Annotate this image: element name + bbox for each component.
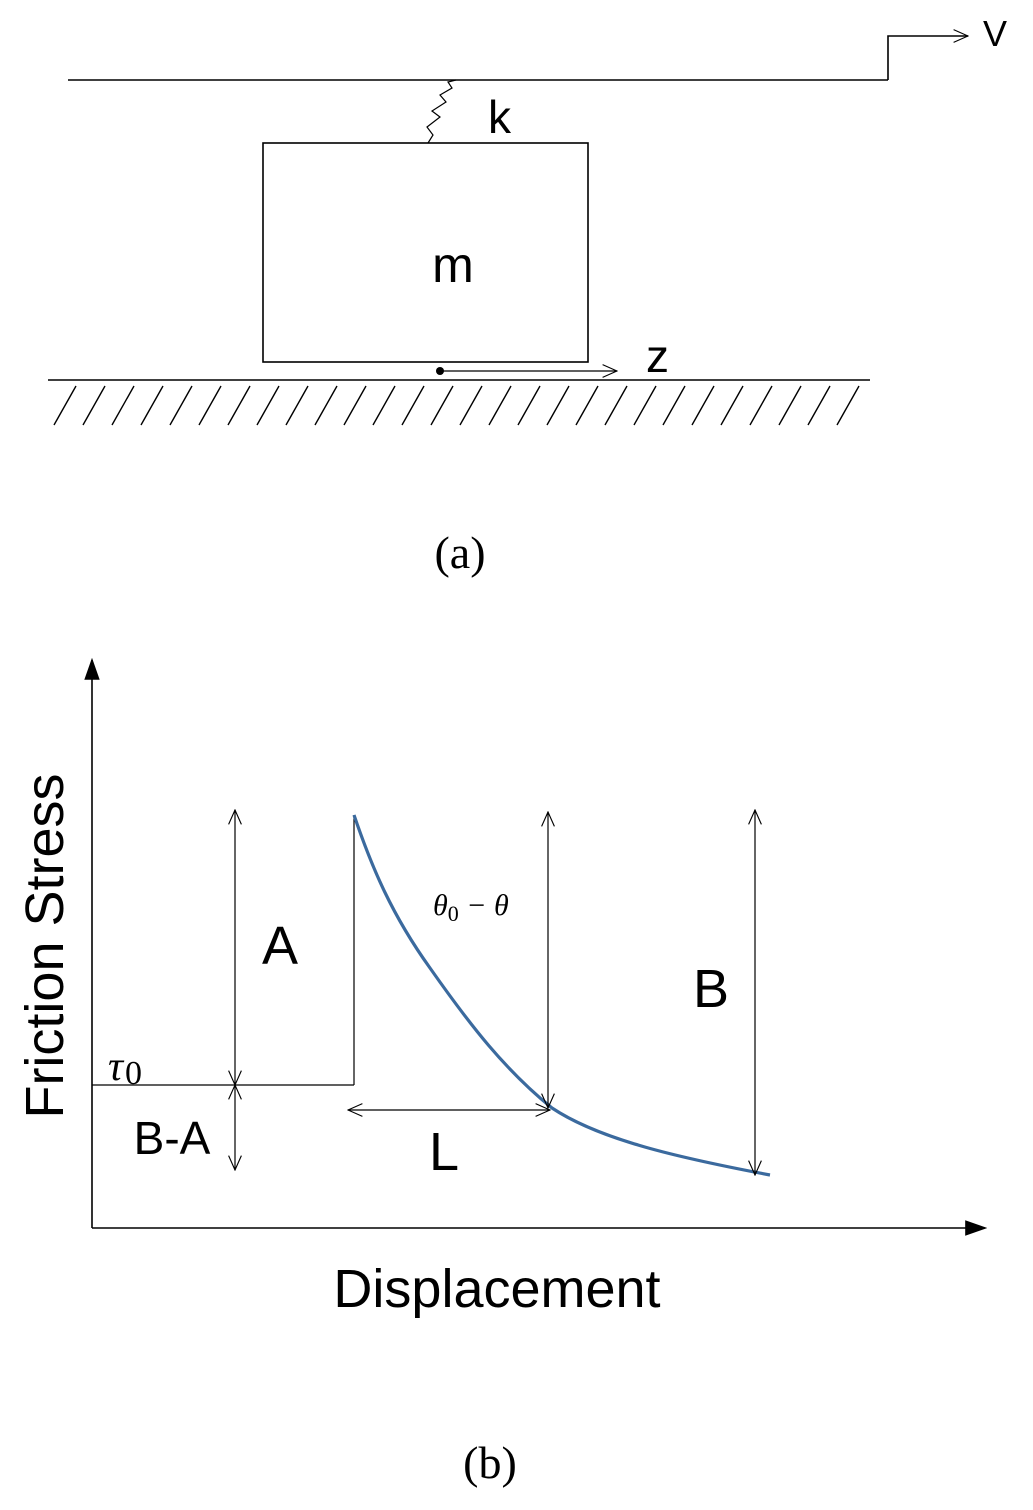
spring-label: k — [488, 91, 512, 143]
hatch-line — [372, 385, 396, 426]
hatch-line — [836, 385, 860, 426]
hatch-line — [575, 385, 599, 426]
caption-b: (b) — [463, 1437, 517, 1488]
hatch-line — [459, 385, 483, 426]
y-axis-label: Friction Stress — [15, 773, 75, 1118]
hatch-line — [749, 385, 773, 426]
displacement-label: z — [646, 330, 669, 382]
hatch-line — [633, 385, 657, 426]
hatch-line — [720, 385, 744, 426]
friction-decay-curve — [352, 814, 771, 1177]
tau-subscript: 0 — [125, 1055, 142, 1092]
b-minus-a-label: B-A — [134, 1112, 211, 1164]
x-axis-label: Displacement — [333, 1259, 660, 1319]
tau-symbol: τ — [108, 1044, 125, 1090]
velocity-label: V — [983, 13, 1007, 54]
hatch-line — [256, 385, 280, 426]
hatch-line — [546, 385, 570, 426]
hatch-line — [807, 385, 831, 426]
panel-b: Friction Stress Displacement τ0 A B-A θ0… — [15, 657, 988, 1488]
hatch-line — [488, 385, 512, 426]
hatch-line — [285, 385, 309, 426]
theta0-symbol: θ — [433, 889, 448, 922]
hatch-line — [314, 385, 338, 426]
hatch-line — [169, 385, 193, 426]
b-label: B — [693, 959, 729, 1019]
hatch-line — [604, 385, 628, 426]
hatch-line — [343, 385, 367, 426]
tau0-label: τ0 — [108, 1044, 142, 1092]
theta-label: θ0 − θ — [433, 889, 509, 926]
mass-block — [262, 142, 589, 363]
hatch-line — [662, 385, 686, 426]
hatch-line — [53, 385, 77, 426]
mass-label: m — [432, 237, 474, 293]
hatch-line — [140, 385, 164, 426]
panel-a: V k m z (a) — [48, 13, 1007, 578]
l-label: L — [429, 1122, 459, 1182]
hatch-line — [430, 385, 454, 426]
hatch-line — [227, 385, 251, 426]
hatch-line — [778, 385, 802, 426]
hatch-line — [111, 385, 135, 426]
ground-hatching — [53, 385, 860, 426]
hatch-line — [401, 385, 425, 426]
velocity-arrow — [887, 36, 968, 80]
hatch-line — [82, 385, 106, 426]
spring — [426, 79, 457, 144]
theta-rest: − θ — [459, 889, 509, 922]
a-label: A — [262, 916, 298, 976]
hatch-line — [198, 385, 222, 426]
hatch-line — [691, 385, 715, 426]
theta0-subscript: 0 — [448, 901, 459, 926]
hatch-line — [517, 385, 541, 426]
caption-a: (a) — [434, 527, 485, 578]
